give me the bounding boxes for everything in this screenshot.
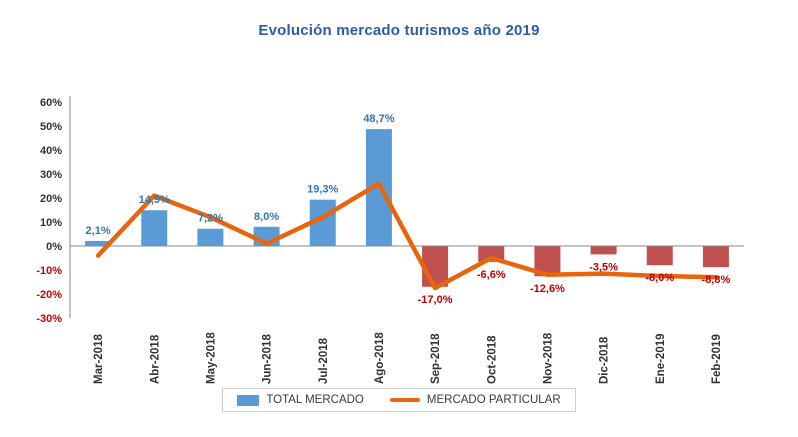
bar-data-label: 48,7% [363,113,394,125]
y-tick-label: 0% [46,241,62,253]
legend-item-mercado-particular: MERCADO PARTICULAR [389,394,561,406]
bar-data-label: -17,0% [418,294,453,306]
mercado-particular-line-swatch-icon [389,398,420,402]
bar-data-label: 19,3% [307,184,338,196]
bar-total-mercado [141,210,168,246]
bar-data-label: 7,2% [198,213,223,225]
x-category-label: Sep-2018 [430,333,442,384]
x-category-label: Ago-2018 [374,332,386,384]
bar-total-mercado [590,246,617,255]
bar-data-label: 14,9% [139,194,170,206]
y-tick-label: 60% [40,97,62,109]
bar-data-label: 8,0% [254,211,279,223]
y-tick-label: 40% [40,145,62,157]
x-category-label: May-2018 [205,332,217,384]
x-category-label: Jul-2018 [318,337,330,384]
y-tick-label: 20% [40,193,62,205]
x-category-label: Jun-2018 [262,334,274,384]
x-category-label: Abr-2018 [149,334,161,384]
total-mercado-bar-swatch-icon [237,394,260,406]
bar-data-label: 2,1% [86,225,111,237]
legend-box: TOTAL MERCADO MERCADO PARTICULAR [222,388,576,412]
y-tick-label: 50% [40,121,62,133]
x-category-label: Mar-2018 [93,334,105,384]
bar-data-label: -12,6% [530,283,565,295]
legend-label-mercado-particular: MERCADO PARTICULAR [426,394,561,406]
bar-data-label: -8,8% [702,274,731,286]
bar-total-mercado [702,246,729,268]
chart-legend: TOTAL MERCADO MERCADO PARTICULAR [0,388,798,412]
bar-total-mercado [422,246,449,287]
x-category-label: Feb-2019 [711,334,723,384]
bar-data-label: -8,0% [645,272,674,284]
legend-label-total-mercado: TOTAL MERCADO [266,394,364,406]
x-category-label: Dic-2018 [599,336,611,384]
y-tick-label: 10% [40,217,62,229]
x-category-label: Oct-2018 [486,335,498,384]
bar-data-label: -6,6% [477,269,506,281]
bar-data-label: -3,5% [589,261,618,273]
y-tick-label: -20% [36,289,62,301]
y-tick-label: 30% [40,169,62,181]
bar-total-mercado [646,246,673,266]
legend-item-total-mercado: TOTAL MERCADO [237,394,364,406]
bar-total-mercado [85,240,112,246]
line-mercado-particular [95,181,719,291]
y-tick-label: -10% [36,265,62,277]
x-category-label: Nov-2018 [542,332,554,384]
x-category-label: Ene-2019 [655,333,667,384]
y-tick-label: -30% [36,313,62,325]
chart-title: Evolución mercado turismos año 2019 [258,22,540,39]
bar-total-mercado [197,228,224,246]
